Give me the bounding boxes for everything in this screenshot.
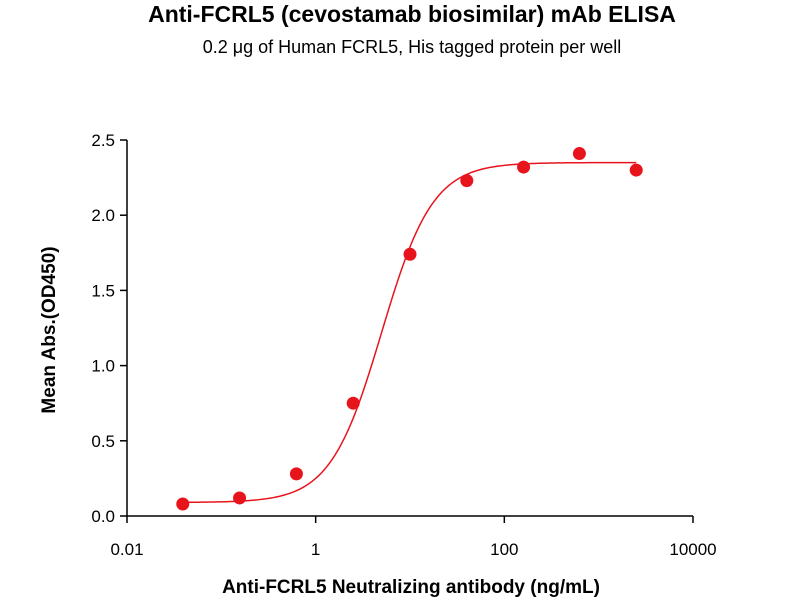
x-tick-label: 100 xyxy=(490,540,518,559)
data-point xyxy=(572,147,586,161)
data-point xyxy=(403,247,417,261)
y-tick-label: 2.5 xyxy=(91,131,115,150)
chart-title: Anti-FCRL5 (cevostamab biosimilar) mAb E… xyxy=(148,1,676,27)
x-tick-label: 10000 xyxy=(669,540,716,559)
x-axis-label: Anti-FCRL5 Neutralizing antibody (ng/mL) xyxy=(222,577,600,598)
y-tick-label: 0.0 xyxy=(91,507,115,526)
data-point xyxy=(629,163,643,177)
chart-subtitle: 0.2 μg of Human FCRL5, His tagged protei… xyxy=(203,37,622,57)
y-tick-label: 2.0 xyxy=(91,206,115,225)
data-point xyxy=(233,491,247,505)
data-point xyxy=(176,497,190,511)
y-tick-label: 1.5 xyxy=(91,281,115,300)
data-point xyxy=(346,396,360,410)
data-point xyxy=(289,467,303,481)
x-axis: 0.01 1 100 10000 xyxy=(110,515,717,559)
x-tick-label: 1 xyxy=(311,540,320,559)
data-point xyxy=(517,160,531,174)
y-axis: 0.0 0.5 1.0 1.5 2.0 2.5 xyxy=(91,131,128,526)
y-axis-label: Mean Abs.(OD450) xyxy=(39,246,60,413)
data-points xyxy=(176,147,643,511)
data-point xyxy=(460,174,474,188)
y-tick-label: 1.0 xyxy=(91,357,115,376)
x-tick-label: 0.01 xyxy=(110,540,143,559)
y-tick-label: 0.5 xyxy=(91,432,115,451)
fit-curve xyxy=(182,161,637,504)
